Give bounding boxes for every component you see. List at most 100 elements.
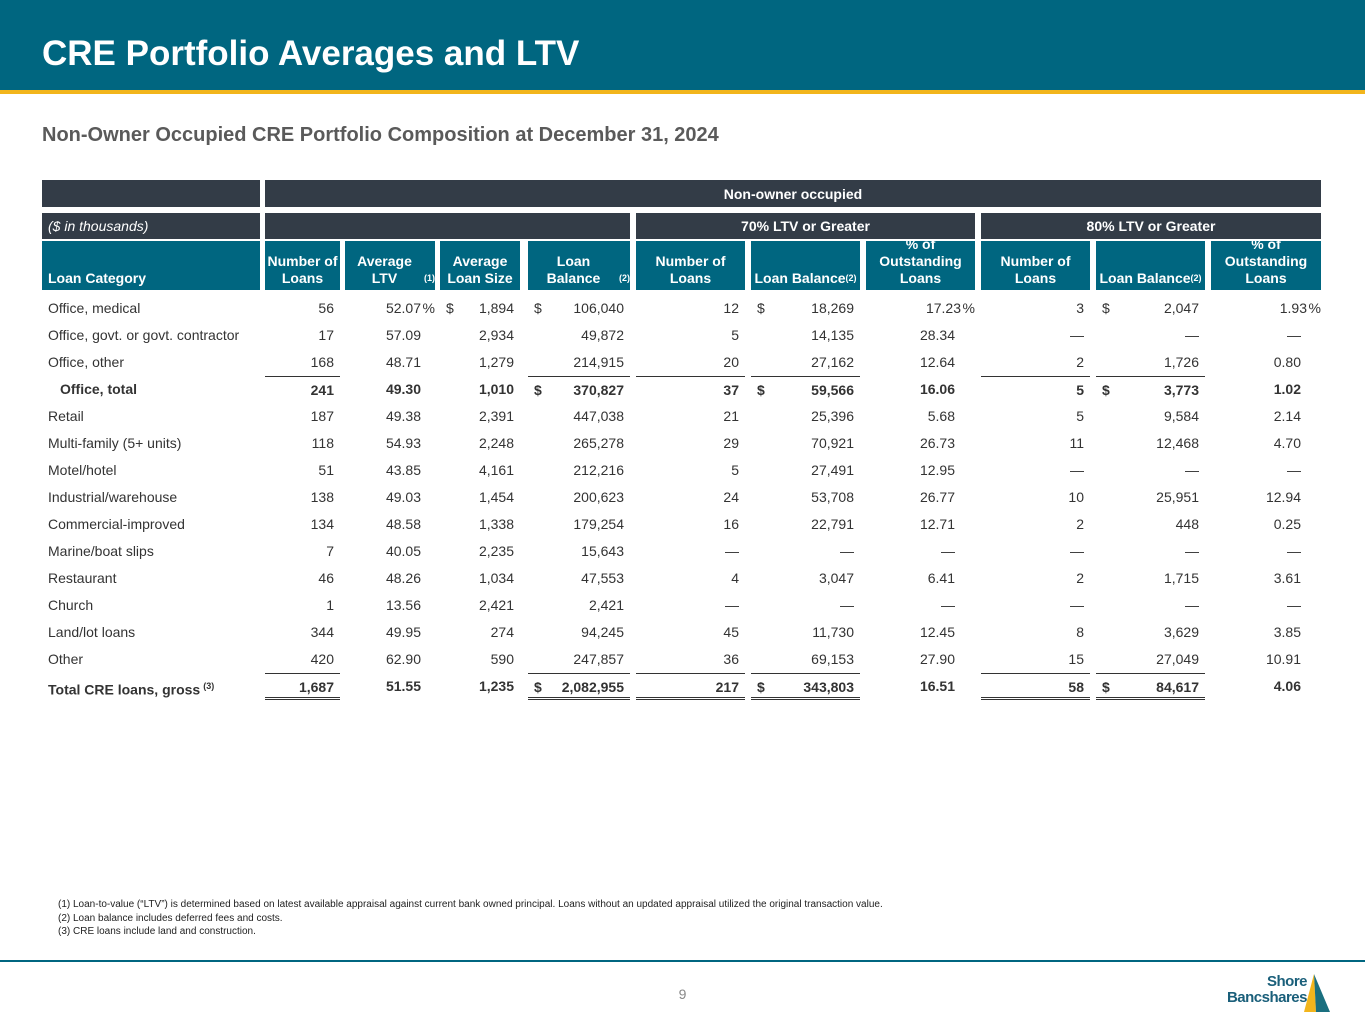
cell-value: 2,421 bbox=[478, 597, 514, 613]
cell-value: 265,278 bbox=[573, 435, 624, 451]
cell-number-of-loans-80: — bbox=[981, 592, 1090, 619]
cell-value: 20 bbox=[723, 354, 739, 370]
column-header-label: Loan Balance bbox=[1099, 270, 1191, 286]
cell-value: 5 bbox=[731, 327, 739, 343]
cell-loan-balance-70: 3,047 bbox=[751, 565, 860, 592]
cell-number-of-loans-70: 45 bbox=[636, 619, 745, 646]
footnote-3: (3) CRE loans include land and construct… bbox=[58, 926, 256, 937]
cell-value: 3,773 bbox=[1163, 382, 1199, 398]
cell-value: 5 bbox=[731, 462, 739, 478]
cell-pct-outstanding-70: — bbox=[866, 538, 975, 565]
cell-value: 1,715 bbox=[1163, 570, 1199, 586]
column-header-label: Loan Category bbox=[48, 270, 147, 286]
cell-value: 1.93 bbox=[1279, 300, 1307, 316]
cell-value: — bbox=[941, 597, 955, 613]
cell-value: 3,629 bbox=[1163, 624, 1199, 640]
cell-average-loan-size: 4,161 bbox=[440, 457, 520, 484]
cell-value: 43.85 bbox=[385, 462, 421, 478]
footnote-2: (2) Loan balance includes deferred fees … bbox=[58, 912, 283, 924]
cell-value: 4.70 bbox=[1273, 435, 1301, 451]
header-blank bbox=[42, 180, 260, 207]
cell-loan-balance-80: 9,584 bbox=[1096, 403, 1205, 430]
cell-average-ltv: 43.85 bbox=[345, 457, 435, 484]
cell-loan-balance: 265,278 bbox=[528, 430, 630, 457]
cell-loan-category: Total CRE loans, gross (3) bbox=[42, 673, 260, 700]
cell-loan-balance-70: 14,135 bbox=[751, 322, 860, 349]
cell-value: 138 bbox=[310, 489, 334, 505]
column-header-average-ltv: Average LTV (1) bbox=[345, 241, 435, 290]
cell-loan-balance-70: 27,491 bbox=[751, 457, 860, 484]
cell-loan-category: Office, govt. or govt. contractor bbox=[42, 322, 260, 349]
cell-value: 16 bbox=[723, 516, 739, 532]
cell-value: 51 bbox=[318, 462, 334, 478]
cell-value: 2,934 bbox=[478, 327, 514, 343]
column-header-pct-outstanding-70: % of Outstanding Loans bbox=[866, 236, 975, 290]
cell-loan-balance-70: — bbox=[751, 592, 860, 619]
cell-number-of-loans-80: 2 bbox=[981, 349, 1090, 376]
cell-value: 179,254 bbox=[573, 516, 624, 532]
cell-pct-outstanding-80: — bbox=[1211, 538, 1321, 565]
cell-value: 134 bbox=[310, 516, 334, 532]
column-header-loan-balance-70: Loan Balance (2) bbox=[751, 241, 860, 290]
cell-value: 84,617 bbox=[1156, 679, 1199, 695]
cell-value: 46 bbox=[318, 570, 334, 586]
cell-value: 12.94 bbox=[1265, 489, 1301, 505]
cell-value: 6.41 bbox=[927, 570, 955, 586]
cell-number-of-loans-70: 29 bbox=[636, 430, 745, 457]
cell-number-of-loans-70: — bbox=[636, 592, 745, 619]
header-70-ltv: 70% LTV or Greater bbox=[636, 213, 975, 239]
cell-average-loan-size: 1,235 bbox=[440, 673, 520, 700]
cell-number-of-loans-80: — bbox=[981, 538, 1090, 565]
cell-number-of-loans-70: 21 bbox=[636, 403, 745, 430]
cell-value: — bbox=[725, 543, 739, 559]
column-header-label: Number of Loans bbox=[655, 253, 726, 286]
currency-symbol: $ bbox=[446, 300, 454, 316]
cell-loan-category: Multi-family (5+ units) bbox=[42, 430, 260, 457]
footnote-ref: (2) bbox=[619, 273, 630, 283]
cell-value: Total CRE loans, gross bbox=[48, 681, 201, 698]
column-header-label: % of Outstanding Loans bbox=[1224, 236, 1308, 286]
cell-value: 36 bbox=[723, 651, 739, 667]
cell-value: 12.95 bbox=[919, 462, 955, 478]
cell-value: — bbox=[1287, 597, 1301, 613]
cell-value: 447,038 bbox=[573, 408, 624, 424]
cell-average-ltv: 49.38 bbox=[345, 403, 435, 430]
cell-average-ltv: 51.55 bbox=[345, 673, 435, 700]
cell-pct-outstanding-70: 26.77 bbox=[866, 484, 975, 511]
cell-loan-balance: 247,857 bbox=[528, 646, 630, 673]
cell-value: 27.90 bbox=[919, 651, 955, 667]
cell-average-ltv: 40.05 bbox=[345, 538, 435, 565]
cell-value: 37 bbox=[723, 382, 739, 398]
cell-value: Restaurant bbox=[48, 570, 117, 586]
cell-value: 3.61 bbox=[1273, 570, 1301, 586]
cell-value: Office, govt. or govt. contractor bbox=[48, 327, 240, 343]
cell-value: 18,269 bbox=[811, 300, 854, 316]
cell-value: 17.23 bbox=[925, 300, 961, 316]
cell-value: 12 bbox=[723, 300, 739, 316]
table-row: Motel/hotel 51 43.85 4,161 212,216 5 27,491 12.… bbox=[0, 457, 1365, 484]
cell-number-of-loans: 187 bbox=[265, 403, 340, 430]
cell-loan-balance: 49,872 bbox=[528, 322, 630, 349]
cell-value: 2,047 bbox=[1163, 300, 1199, 316]
cell-value: 0.25 bbox=[1273, 516, 1301, 532]
cell-value: Other bbox=[48, 651, 84, 667]
cell-pct-outstanding-70: 12.64 bbox=[866, 349, 975, 376]
cell-number-of-loans-80: 10 bbox=[981, 484, 1090, 511]
cell-value: 2,248 bbox=[478, 435, 514, 451]
cell-value: — bbox=[1287, 462, 1301, 478]
cell-value: Office, total bbox=[60, 381, 138, 397]
cell-value: 69,153 bbox=[811, 651, 854, 667]
cell-average-ltv: 48.71 bbox=[345, 349, 435, 376]
cell-average-ltv: 54.93 bbox=[345, 430, 435, 457]
cell-value: 2.14 bbox=[1273, 408, 1301, 424]
cell-loan-balance-70: 59,566 $ bbox=[751, 376, 860, 403]
cell-value: 11,730 bbox=[812, 624, 854, 640]
cell-value: 1 bbox=[326, 597, 334, 613]
footnote-1: (1) Loan-to-value (“LTV”) is determined … bbox=[58, 899, 883, 910]
column-header-loan-balance-80: Loan Balance (2) bbox=[1096, 241, 1205, 290]
cell-number-of-loans: 56 bbox=[265, 295, 340, 322]
column-header-loan-category: Loan Category bbox=[42, 241, 260, 290]
page-number: 9 bbox=[678, 986, 687, 1002]
cell-value: 3 bbox=[1076, 300, 1084, 316]
cell-pct-outstanding-70: 16.06 bbox=[866, 376, 975, 403]
